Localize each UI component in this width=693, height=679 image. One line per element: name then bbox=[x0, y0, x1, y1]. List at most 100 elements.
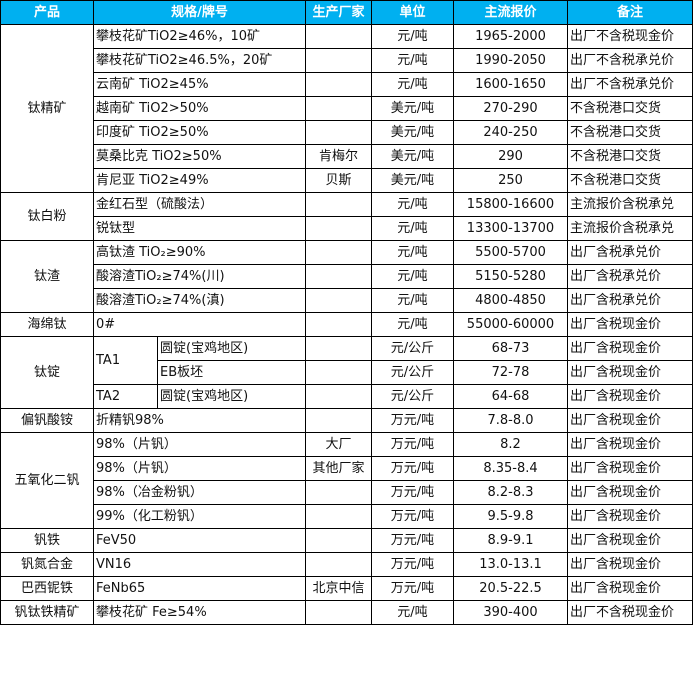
note-cell: 出厂不含税现金价 bbox=[567, 24, 693, 49]
spec-cell: 98%（冶金粉钒） bbox=[93, 480, 306, 505]
unit-cell: 万元/吨 bbox=[371, 576, 454, 601]
price-cell: 5150-5280 bbox=[453, 264, 568, 289]
note-cell: 出厂含税现金价 bbox=[567, 336, 693, 361]
unit-cell: 元/吨 bbox=[371, 216, 454, 241]
price-cell: 290 bbox=[453, 144, 568, 169]
maker-cell bbox=[305, 552, 372, 577]
note-cell: 出厂含税现金价 bbox=[567, 528, 693, 553]
maker-cell bbox=[305, 360, 372, 385]
unit-cell: 美元/吨 bbox=[371, 168, 454, 193]
product-cell: 钛渣 bbox=[0, 240, 94, 313]
sub-spec-cell: 圆锭(宝鸡地区) bbox=[157, 384, 306, 409]
price-cell: 64-68 bbox=[453, 384, 568, 409]
maker-cell bbox=[305, 96, 372, 121]
table-row: 肯尼亚 TiO2≥49% 贝斯 美元/吨 250 不含税港口交货 bbox=[1, 168, 693, 193]
note-cell: 主流报价含税承兑 bbox=[567, 192, 693, 217]
table-row: 钛锭 TA1 圆锭(宝鸡地区) 元/公斤 68-73 出厂含税现金价 bbox=[0, 336, 693, 409]
spec-cell: 99%（化工粉钒） bbox=[93, 504, 306, 529]
price-cell: 1965-2000 bbox=[453, 24, 568, 49]
header-row: 产品 规格/牌号 生产厂家 单位 主流报价 备注 bbox=[0, 0, 693, 25]
spec-cell: TA1 bbox=[93, 336, 158, 385]
spec-cell: 金红石型（硫酸法） bbox=[93, 192, 306, 217]
price-cell: 9.5-9.8 bbox=[453, 504, 568, 529]
header-note: 备注 bbox=[567, 0, 693, 25]
note-cell: 出厂含税现金价 bbox=[567, 552, 693, 577]
spec-cell: FeNb65 bbox=[93, 576, 306, 601]
table-row: 印度矿 TiO2≥50% 美元/吨 240-250 不含税港口交货 bbox=[1, 120, 693, 145]
table-row: 钒铁 FeV50 万元/吨 8.9-9.1 出厂含税现金价 bbox=[0, 528, 693, 553]
maker-cell bbox=[305, 240, 372, 265]
product-cell: 五氧化二钒 bbox=[0, 432, 94, 529]
unit-cell: 元/吨 bbox=[371, 264, 454, 289]
unit-cell: 万元/吨 bbox=[371, 528, 454, 553]
note-cell: 出厂含税现金价 bbox=[567, 456, 693, 481]
note-cell: 出厂含税现金价 bbox=[567, 360, 693, 385]
note-cell: 出厂含税承兑价 bbox=[567, 288, 693, 313]
note-cell: 出厂含税现金价 bbox=[567, 576, 693, 601]
product-cell: 巴西铌铁 bbox=[0, 576, 94, 601]
product-cell: 钛白粉 bbox=[0, 192, 94, 241]
price-cell: 68-73 bbox=[453, 336, 568, 361]
table-row: 98%（冶金粉钒） 万元/吨 8.2-8.3 出厂含税现金价 bbox=[1, 480, 693, 505]
header-unit: 单位 bbox=[371, 0, 454, 25]
maker-cell bbox=[305, 192, 372, 217]
note-cell: 不含税港口交货 bbox=[567, 144, 693, 169]
price-cell: 390-400 bbox=[453, 600, 568, 625]
maker-cell bbox=[305, 384, 372, 409]
price-cell: 1990-2050 bbox=[453, 48, 568, 73]
table-row: 巴西铌铁 FeNb65 北京中信 万元/吨 20.5-22.5 出厂含税现金价 bbox=[0, 576, 693, 601]
maker-cell bbox=[305, 72, 372, 97]
price-cell: 8.9-9.1 bbox=[453, 528, 568, 553]
price-cell: 250 bbox=[453, 168, 568, 193]
note-cell: 主流报价含税承兑 bbox=[567, 216, 693, 241]
unit-cell: 元/吨 bbox=[371, 192, 454, 217]
price-cell: 270-290 bbox=[453, 96, 568, 121]
maker-cell bbox=[305, 216, 372, 241]
product-cell: 钛精矿 bbox=[0, 24, 94, 193]
spec-cell: 肯尼亚 TiO2≥49% bbox=[93, 168, 306, 193]
spec-cell: 0# bbox=[93, 312, 306, 337]
product-cell: 钛锭 bbox=[0, 336, 94, 409]
price-cell: 8.2 bbox=[453, 432, 568, 457]
price-cell: 8.35-8.4 bbox=[453, 456, 568, 481]
table-row: 钒氮合金 VN16 万元/吨 13.0-13.1 出厂含税现金价 bbox=[0, 552, 693, 577]
price-cell: 8.2-8.3 bbox=[453, 480, 568, 505]
table-row: 钒钛铁精矿 攀枝花矿 Fe≥54% 元/吨 390-400 出厂不含税现金价 bbox=[0, 600, 693, 625]
product-cell: 钒铁 bbox=[0, 528, 94, 553]
spec-cell: 98%（片钒） bbox=[93, 456, 306, 481]
unit-cell: 万元/吨 bbox=[371, 504, 454, 529]
table-row: 酸溶渣TiO₂≥74%(川) 元/吨 5150-5280 出厂含税承兑价 bbox=[1, 264, 693, 289]
maker-cell bbox=[305, 408, 372, 433]
spec-cell: 攀枝花矿TiO2≥46.5%，20矿 bbox=[93, 48, 306, 73]
note-cell: 出厂不含税现金价 bbox=[567, 600, 693, 625]
spec-cell: 攀枝花矿TiO2≥46%，10矿 bbox=[93, 24, 306, 49]
unit-cell: 元/吨 bbox=[371, 312, 454, 337]
price-cell: 15800-16600 bbox=[453, 192, 568, 217]
maker-cell bbox=[305, 312, 372, 337]
price-cell: 4800-4850 bbox=[453, 288, 568, 313]
maker-cell: 肯梅尔 bbox=[305, 144, 372, 169]
spec-cell: 莫桑比克 TiO2≥50% bbox=[93, 144, 306, 169]
sub-spec-cell: 圆锭(宝鸡地区) bbox=[157, 336, 306, 361]
product-cell: 钒钛铁精矿 bbox=[0, 600, 94, 625]
price-cell: 240-250 bbox=[453, 120, 568, 145]
note-cell: 出厂含税现金价 bbox=[567, 480, 693, 505]
price-cell: 7.8-8.0 bbox=[453, 408, 568, 433]
table-row: 酸溶渣TiO₂≥74%(滇) 元/吨 4800-4850 出厂含税承兑价 bbox=[1, 288, 693, 313]
maker-cell bbox=[305, 480, 372, 505]
maker-cell bbox=[305, 288, 372, 313]
price-cell: 72-78 bbox=[453, 360, 568, 385]
spec-cell: 酸溶渣TiO₂≥74%(川) bbox=[93, 264, 306, 289]
unit-cell: 万元/吨 bbox=[371, 408, 454, 433]
table-row: 海绵钛 0# 元/吨 55000-60000 出厂含税现金价 bbox=[0, 312, 693, 337]
sub-spec-cell: EB板坯 bbox=[157, 360, 306, 385]
maker-cell: 贝斯 bbox=[305, 168, 372, 193]
maker-cell bbox=[305, 600, 372, 625]
table-row: 98%（片钒） 其他厂家 万元/吨 8.35-8.4 出厂含税现金价 bbox=[1, 456, 693, 481]
table-row: 99%（化工粉钒） 万元/吨 9.5-9.8 出厂含税现金价 bbox=[1, 504, 693, 529]
unit-cell: 美元/吨 bbox=[371, 120, 454, 145]
note-cell: 出厂含税现金价 bbox=[567, 408, 693, 433]
maker-cell bbox=[305, 504, 372, 529]
header-product: 产品 bbox=[0, 0, 94, 25]
spec-cell: 攀枝花矿 Fe≥54% bbox=[93, 600, 306, 625]
